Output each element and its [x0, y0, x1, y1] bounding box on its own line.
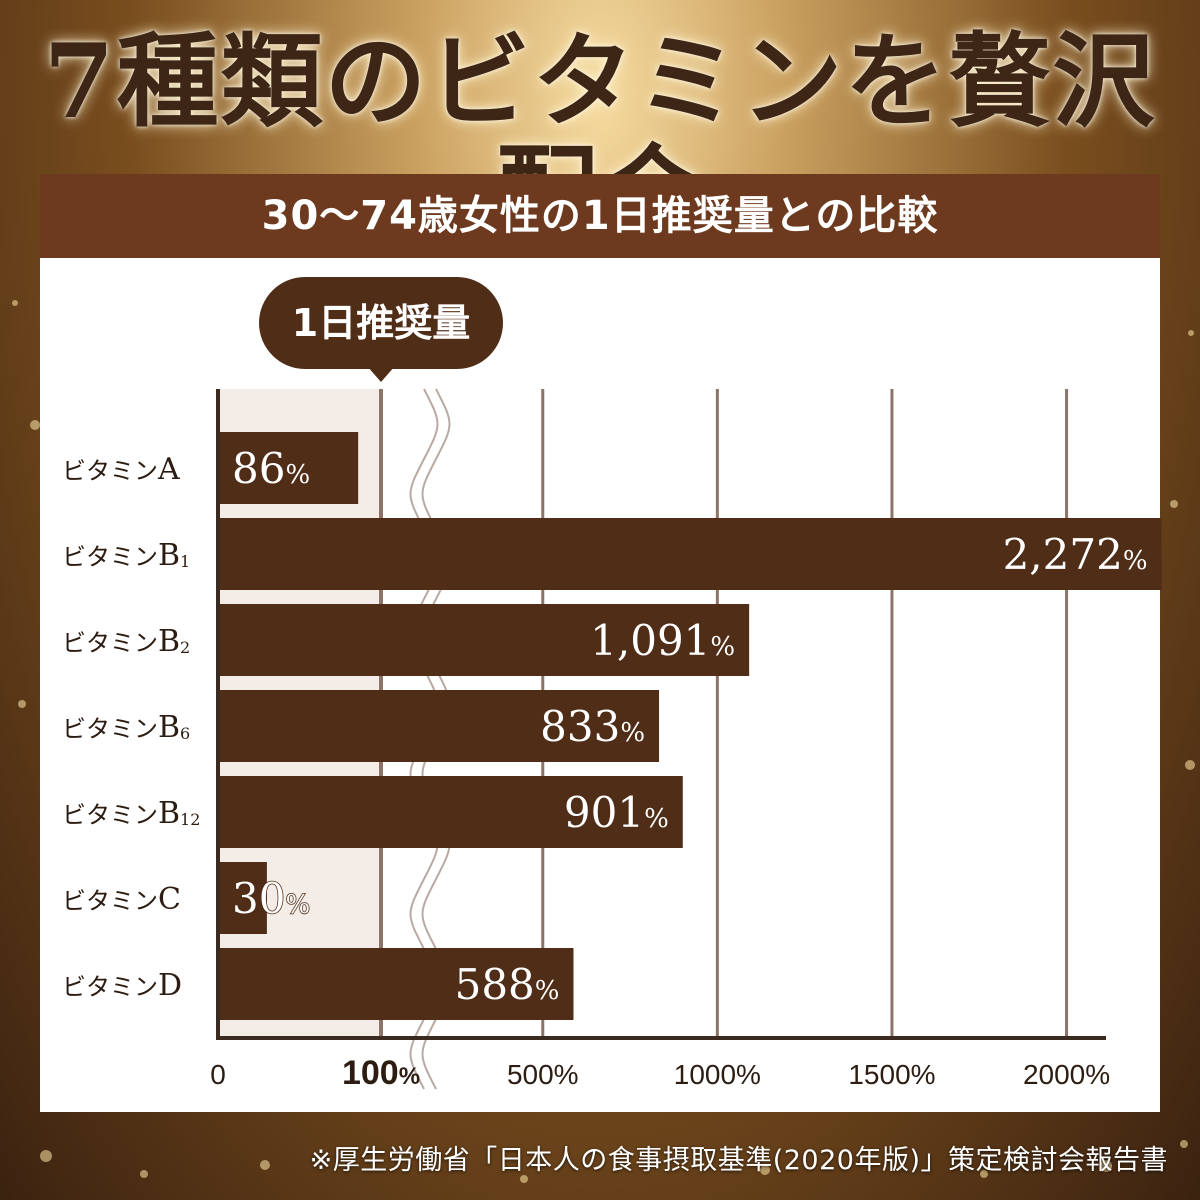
x-tick-value: 1500%: [848, 1059, 935, 1090]
bar-value-label: 901%: [564, 788, 669, 837]
category-subscript: 2: [180, 638, 190, 657]
chart-header: 30〜74歳女性の1日推奨量との比較: [40, 174, 1160, 258]
category-label: ビタミンB6: [62, 710, 190, 745]
sparkle: [980, 1170, 988, 1178]
category-letter: D: [158, 968, 182, 1003]
bar-value-unit: %: [285, 890, 310, 920]
bar-value-unit: %: [535, 976, 560, 1006]
category-label: ビタミンA: [62, 452, 180, 487]
category-label: ビタミンC: [62, 882, 181, 917]
x-tick-label: 0: [210, 1059, 226, 1090]
bar-value-number: 833: [540, 702, 620, 751]
category-label: ビタミンB12: [62, 796, 200, 831]
x-tick-label: 100%: [342, 1054, 420, 1092]
sparkle: [18, 700, 26, 708]
category-label: ビタミンB1: [62, 538, 190, 573]
bar-value-number: 901: [564, 788, 644, 837]
sparkle: [12, 300, 18, 306]
recommended-amount-bubble: 1日推奨量: [259, 277, 503, 369]
bar: [218, 776, 683, 848]
category-name: ビタミン: [62, 629, 158, 657]
bar: [218, 690, 660, 762]
category-subscript: 12: [180, 810, 200, 829]
sparkle: [140, 1170, 148, 1178]
bar-value-unit: %: [1123, 546, 1148, 576]
category-letter: B: [158, 538, 180, 573]
sparkle: [1170, 500, 1178, 508]
bar-value-label: 2,272%: [1003, 530, 1148, 579]
sparkle: [40, 1150, 52, 1162]
bar-value-label: 30%: [232, 874, 310, 923]
category-letter: B: [158, 796, 180, 831]
bar-value-number: 2,272: [1003, 530, 1123, 579]
bar-value-label: 833%: [540, 702, 645, 751]
category-subscript: 1: [180, 552, 190, 571]
bar-value-number: 86: [232, 444, 285, 493]
sparkle: [30, 420, 40, 430]
bar-value-unit: %: [710, 632, 735, 662]
bar: [218, 604, 750, 676]
x-tick-unit: %: [399, 1063, 420, 1090]
bar-value-number: 30: [232, 874, 285, 923]
bar: [218, 518, 1162, 590]
bar-value-label: 1,091%: [590, 616, 735, 665]
sparkle: [760, 1165, 770, 1175]
category-subscript: 6: [180, 724, 190, 743]
category-name: ビタミン: [62, 543, 158, 571]
bar: [218, 862, 267, 934]
category-name: ビタミン: [62, 887, 158, 915]
sparkle: [520, 1175, 528, 1183]
category-letter: C: [158, 882, 181, 917]
x-tick-value: 1000%: [674, 1059, 761, 1090]
bar-value-label: 588%: [455, 960, 560, 1009]
category-letter: A: [157, 452, 180, 487]
sparkle: [260, 1160, 270, 1170]
category-letter: B: [158, 624, 180, 659]
sparkle: [1180, 1140, 1188, 1148]
category-name: ビタミン: [62, 973, 158, 1001]
bar-value-label: 86%: [232, 444, 310, 493]
x-tick-value: 500%: [507, 1059, 579, 1090]
category-label: ビタミンD: [62, 968, 182, 1003]
category-name: ビタミン: [62, 801, 158, 829]
sparkle: [1188, 330, 1194, 336]
bubble-pointer: [367, 366, 395, 382]
x-tick-label: 1000%: [674, 1059, 761, 1090]
category-name: ビタミン: [62, 715, 158, 743]
x-tick-label: 2000%: [1023, 1059, 1110, 1090]
x-tick-value: 100: [342, 1054, 399, 1092]
bar-value-unit: %: [644, 804, 669, 834]
bar-value-unit: %: [285, 460, 310, 490]
source-footnote: ※厚生労働省「日本人の食事摂取基準(2020年版)」策定検討会報告書: [309, 1145, 1168, 1176]
bar-value-number: 588: [455, 960, 535, 1009]
x-tick-value: 2000%: [1023, 1059, 1110, 1090]
bar-value-unit: %: [620, 718, 645, 748]
x-tick-label: 1500%: [848, 1059, 935, 1090]
bar: [218, 432, 359, 504]
sparkle: [1100, 1160, 1112, 1172]
category-name: ビタミン: [62, 457, 158, 485]
x-tick-value: 0: [210, 1059, 226, 1090]
bar: [218, 948, 574, 1020]
x-tick-label: 500%: [507, 1059, 579, 1090]
category-letter: B: [158, 710, 180, 745]
sparkle: [1185, 760, 1195, 770]
category-label: ビタミンB2: [62, 624, 190, 659]
bar-value-number: 1,091: [590, 616, 710, 665]
